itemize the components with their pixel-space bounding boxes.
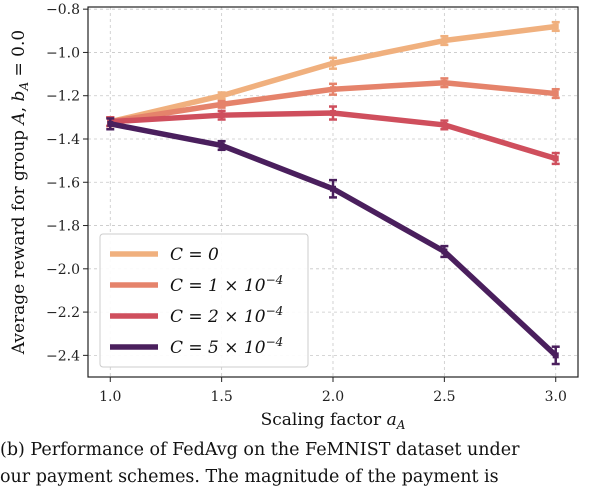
y-tick-labels: −0.8 −1.0 −1.2 −1.4 −1.6 −1.8 −2.0 −2.2 −2.4: [46, 2, 88, 364]
legend: C = 0 C = 1 × 10−4 C = 2 × 10−4 C = 5 × 10−…: [99, 233, 309, 368]
x-axis-title-var: a: [387, 410, 397, 430]
y-tick-label: −2.0: [46, 262, 80, 278]
data-point: [552, 90, 559, 97]
y-tick-label: −2.4: [46, 348, 80, 364]
legend-items: C = 0 C = 1 × 10−4 C = 2 × 10−4 C = 5 × 10−…: [110, 245, 283, 358]
legend-label: C = 5 × 10−4: [170, 335, 283, 358]
x-tick-label: 2.0: [322, 389, 344, 405]
y-tick-label: −0.8: [46, 2, 80, 18]
legend-label: C = 1 × 10−4: [170, 273, 283, 296]
y-axis-title-main: Average reward for group: [9, 125, 29, 356]
y-axis-title-eq: = 0.0: [9, 30, 29, 82]
data-point: [552, 352, 559, 359]
data-point: [218, 142, 225, 149]
legend-item-1: C = 0: [110, 245, 219, 265]
legend-label: C = 0: [170, 245, 219, 265]
x-tick-label: 3.0: [545, 389, 567, 405]
x-axis-title-main: Scaling factor: [261, 410, 387, 430]
data-point: [218, 92, 225, 99]
y-tick-label: −1.2: [46, 89, 80, 105]
y-axis-title-b: b: [9, 91, 29, 102]
data-point: [552, 23, 559, 30]
legend-box: [99, 233, 309, 368]
legend-item-3: C = 2 × 10−4: [110, 304, 283, 327]
data-point: [441, 121, 448, 128]
series-lines: [106, 20, 560, 366]
data-point: [218, 112, 225, 119]
y-tick-label: −1.4: [46, 132, 80, 148]
legend-label: C = 2 × 10−4: [170, 304, 283, 327]
data-point: [330, 110, 336, 117]
y-tick-label: −1.8: [46, 219, 80, 235]
caption-line-2: our payment schemes. The magnitude of th…: [0, 467, 499, 487]
legend-item-2: C = 1 × 10−4: [110, 273, 283, 296]
data-point: [441, 248, 448, 255]
data-point: [552, 155, 559, 162]
x-axis-title-sub: A: [396, 418, 406, 432]
y-axis-title-group: A: [9, 112, 29, 126]
series-1: [106, 20, 560, 128]
data-point: [218, 101, 225, 108]
y-axis-title-sub: A: [17, 82, 31, 92]
y-axis-title-comma: ,: [9, 101, 29, 112]
y-tick-label: −1.0: [46, 45, 80, 61]
data-point: [107, 120, 114, 127]
data-point: [441, 79, 448, 86]
legend-item-4: C = 5 × 10−4: [110, 335, 283, 358]
line-chart: 1.0 1.5 2.0 2.5 3.0 −0.8 −1.0 −1.2 −1.4 −1.6 −1.8…: [9, 2, 579, 432]
x-tick-labels: 1.0 1.5 2.0 2.5 3.0: [99, 377, 567, 405]
y-tick-label: −1.6: [46, 175, 80, 191]
data-point: [441, 37, 448, 44]
x-tick-label: 1.5: [211, 389, 233, 405]
x-tick-label: 2.5: [433, 389, 455, 405]
figure-caption: (b) Performance of FedAvg on the FeMNIST…: [0, 437, 604, 491]
x-axis-title: Scaling factor aA: [261, 410, 406, 432]
x-tick-label: 1.0: [99, 389, 121, 405]
series-4: [106, 117, 560, 366]
data-point: [330, 60, 336, 67]
series-2: [106, 77, 560, 128]
y-tick-label: −2.2: [46, 305, 80, 321]
data-point: [330, 185, 336, 192]
y-axis-title: Average reward for group A, bA = 0.0: [9, 30, 31, 355]
caption-line-1: (b) Performance of FedAvg on the FeMNIST…: [0, 440, 520, 460]
data-point: [330, 86, 336, 93]
